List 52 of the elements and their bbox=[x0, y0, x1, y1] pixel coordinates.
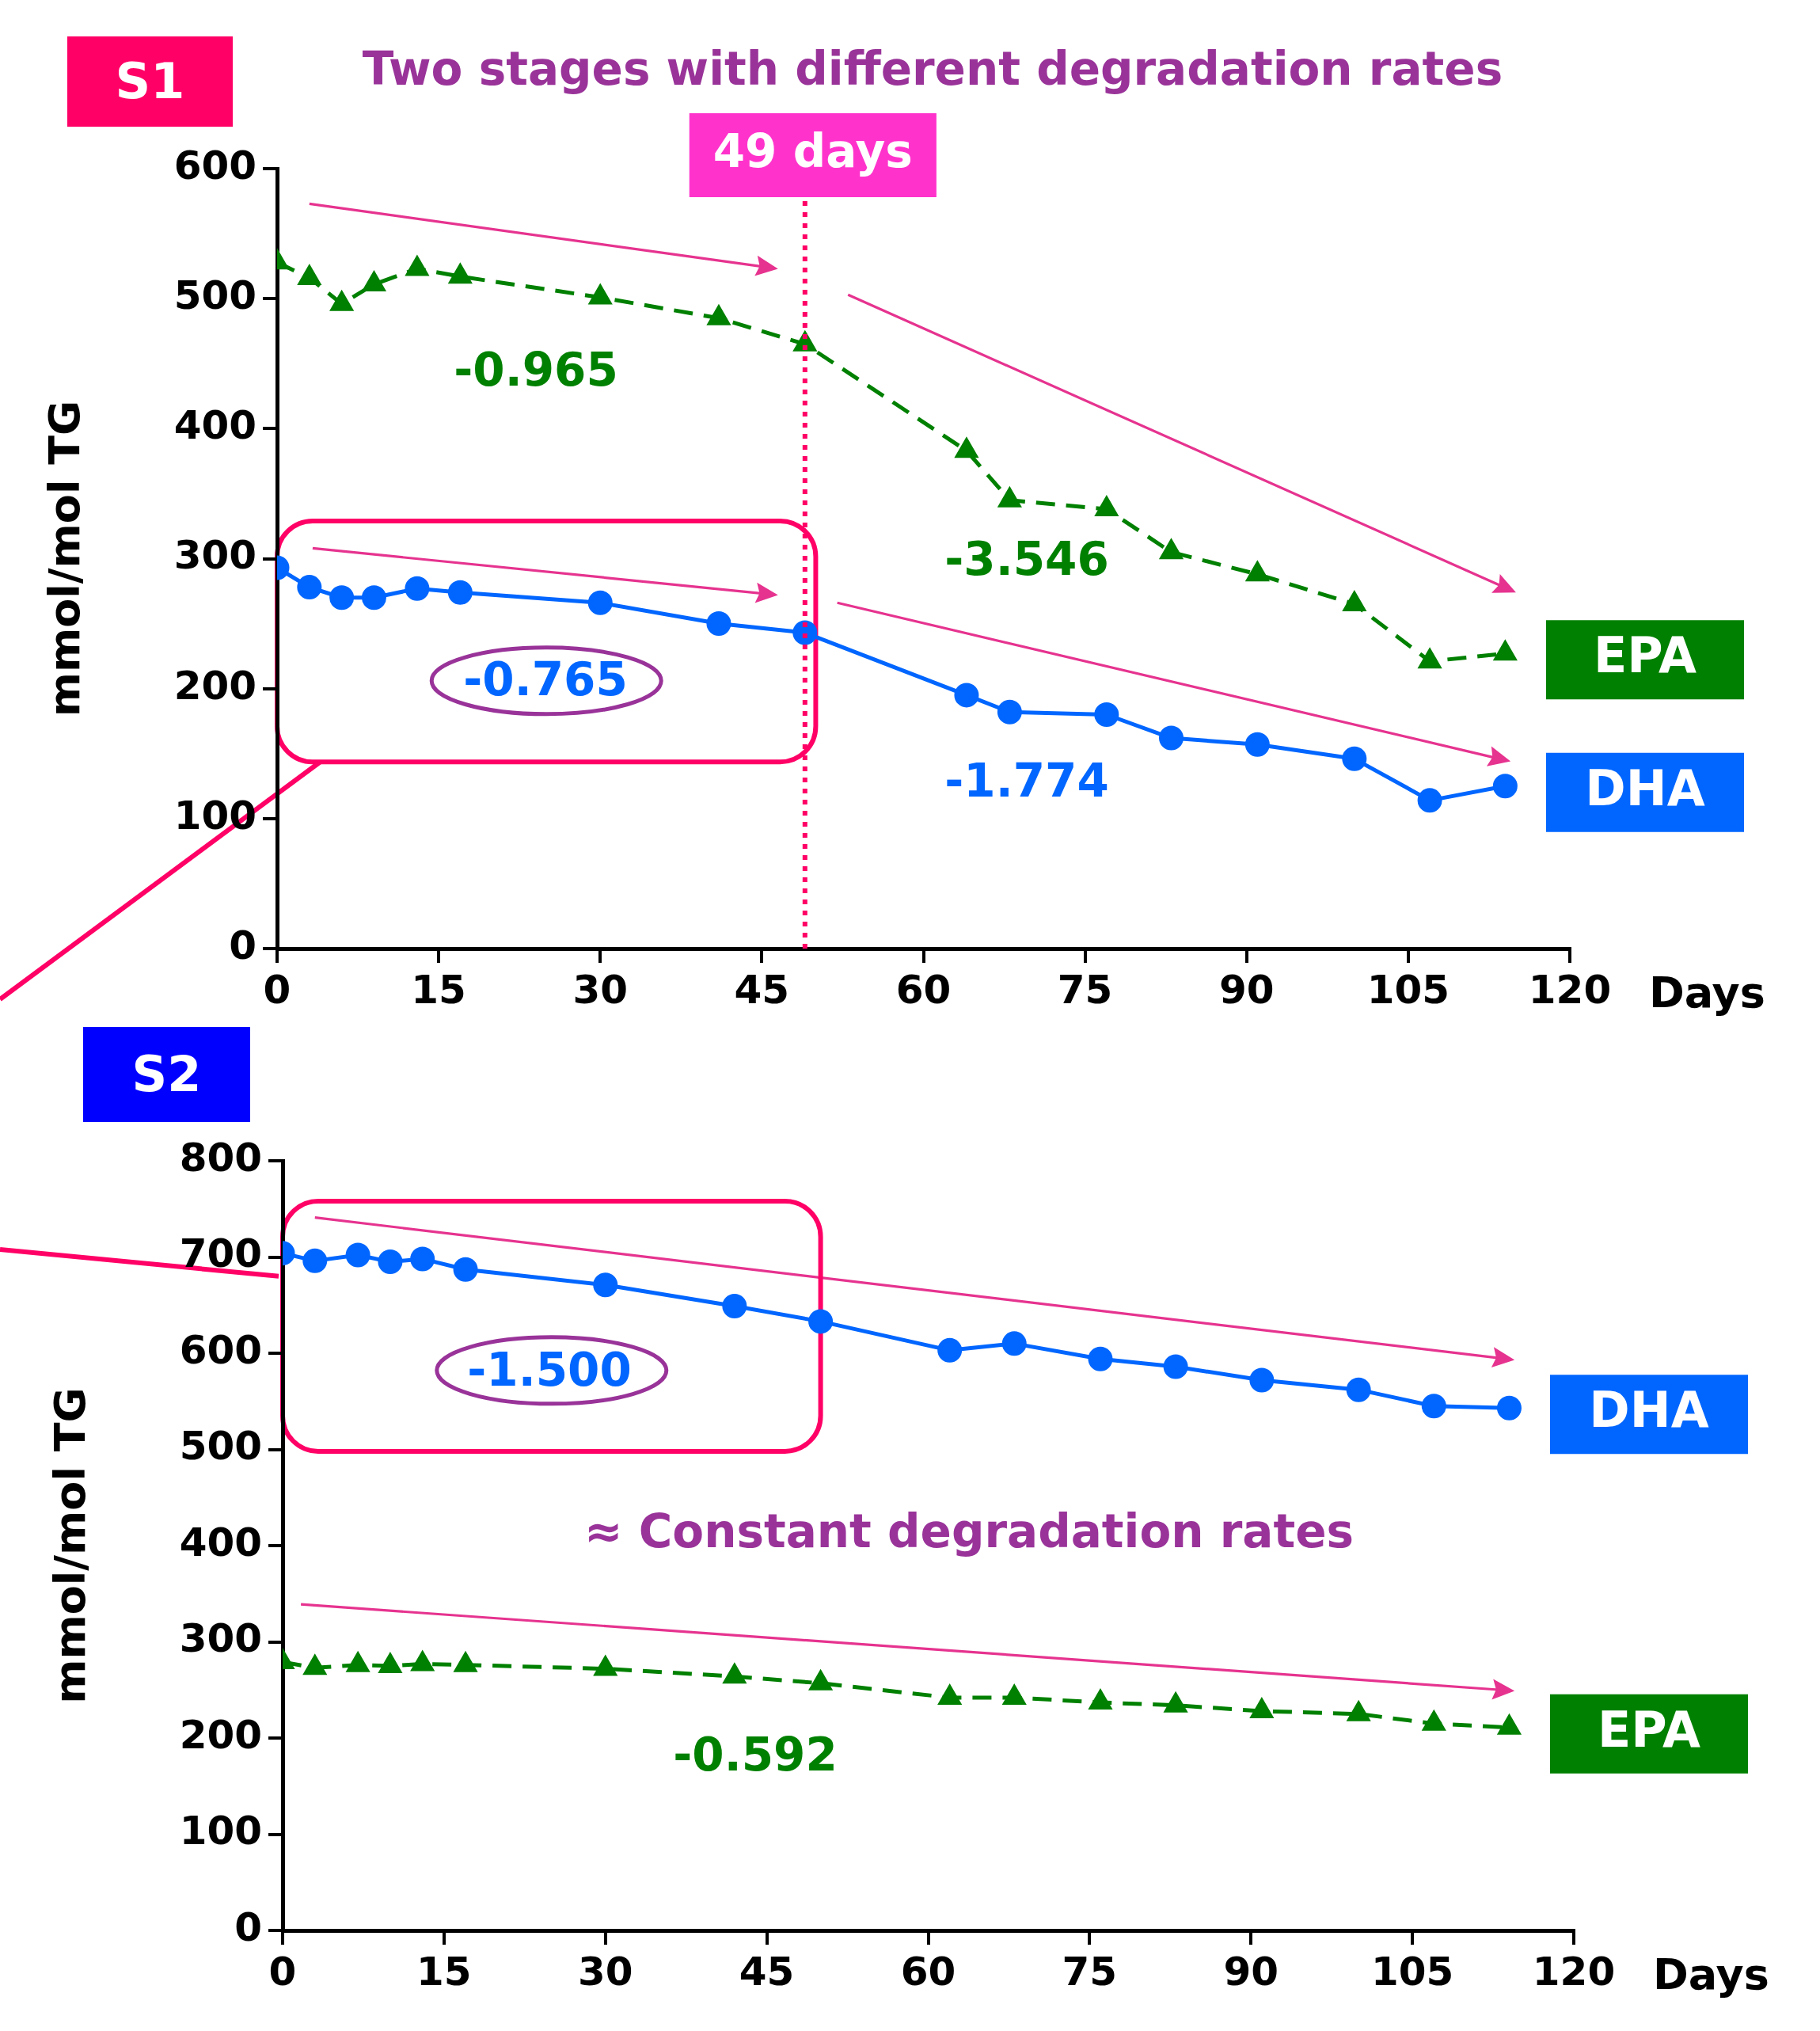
x-tick-label: 120 bbox=[1532, 1948, 1616, 1995]
x-tick-label: 30 bbox=[572, 966, 629, 1013]
x-tick-label: 105 bbox=[1366, 966, 1450, 1013]
y-tick-label: 400 bbox=[173, 402, 256, 449]
y-tick-label: 300 bbox=[179, 1615, 262, 1662]
text: S1 bbox=[67, 36, 233, 127]
y-tick-label: 700 bbox=[179, 1230, 262, 1277]
series-label: EPA bbox=[1593, 626, 1697, 685]
y-axis-title: mmol/mol TG bbox=[40, 400, 90, 717]
x-tick-label: 30 bbox=[577, 1948, 633, 1995]
x-tick-label: 0 bbox=[268, 1948, 297, 1995]
x-tick-label: 15 bbox=[416, 1948, 472, 1995]
annotation: -3.546 bbox=[944, 532, 1109, 587]
x-tick-label: 120 bbox=[1528, 966, 1612, 1013]
x-tick-label: 105 bbox=[1370, 1948, 1454, 1995]
x-tick-label: 90 bbox=[1218, 966, 1275, 1013]
y-tick-label: 300 bbox=[173, 532, 256, 579]
x-tick-label: 45 bbox=[739, 1948, 795, 1995]
annotation: -0.965 bbox=[454, 343, 618, 397]
annotation: ≈ Constant degradation rates bbox=[583, 1504, 1355, 1559]
y-tick-label: 200 bbox=[173, 662, 256, 709]
text: S2 bbox=[83, 1027, 250, 1122]
x-tick-label: 15 bbox=[411, 966, 466, 1013]
x-tick-label: 45 bbox=[734, 966, 790, 1013]
y-tick-label: 400 bbox=[179, 1519, 262, 1565]
x-axis-title: Days bbox=[1653, 1949, 1769, 2000]
y-tick-label: 800 bbox=[179, 1134, 262, 1181]
series-label: DHA bbox=[1589, 1381, 1709, 1440]
series-label: EPA bbox=[1597, 1700, 1701, 1759]
annotation: -0.765 bbox=[463, 652, 628, 707]
annotation: -1.774 bbox=[944, 754, 1109, 808]
y-tick-label: 500 bbox=[179, 1423, 262, 1470]
y-tick-label: 500 bbox=[173, 272, 256, 319]
y-tick-label: 600 bbox=[179, 1326, 262, 1373]
x-tick-label: 60 bbox=[895, 966, 952, 1013]
annotation: -1.500 bbox=[467, 1343, 632, 1398]
series-label: DHA bbox=[1585, 759, 1705, 817]
annotation: -0.592 bbox=[673, 1728, 838, 1782]
y-tick-label: 200 bbox=[179, 1711, 262, 1758]
x-tick-label: 75 bbox=[1062, 1948, 1118, 1995]
y-tick-label: 100 bbox=[179, 1808, 262, 1854]
x-tick-label: 0 bbox=[263, 966, 291, 1013]
y-tick-label: 0 bbox=[234, 1904, 262, 1950]
chart-title: Two stages with different degradation rates bbox=[362, 42, 1503, 97]
y-axis-title: mmol/mol TG bbox=[45, 1387, 96, 1704]
x-tick-label: 75 bbox=[1057, 966, 1113, 1013]
y-tick-label: 0 bbox=[229, 922, 256, 968]
y-tick-label: 600 bbox=[173, 142, 256, 188]
x-tick-label: 90 bbox=[1223, 1948, 1279, 1995]
x-tick-label: 60 bbox=[900, 1948, 956, 1995]
x-axis-title: Days bbox=[1649, 968, 1765, 1018]
ref-line-label: 49 days bbox=[712, 124, 913, 179]
